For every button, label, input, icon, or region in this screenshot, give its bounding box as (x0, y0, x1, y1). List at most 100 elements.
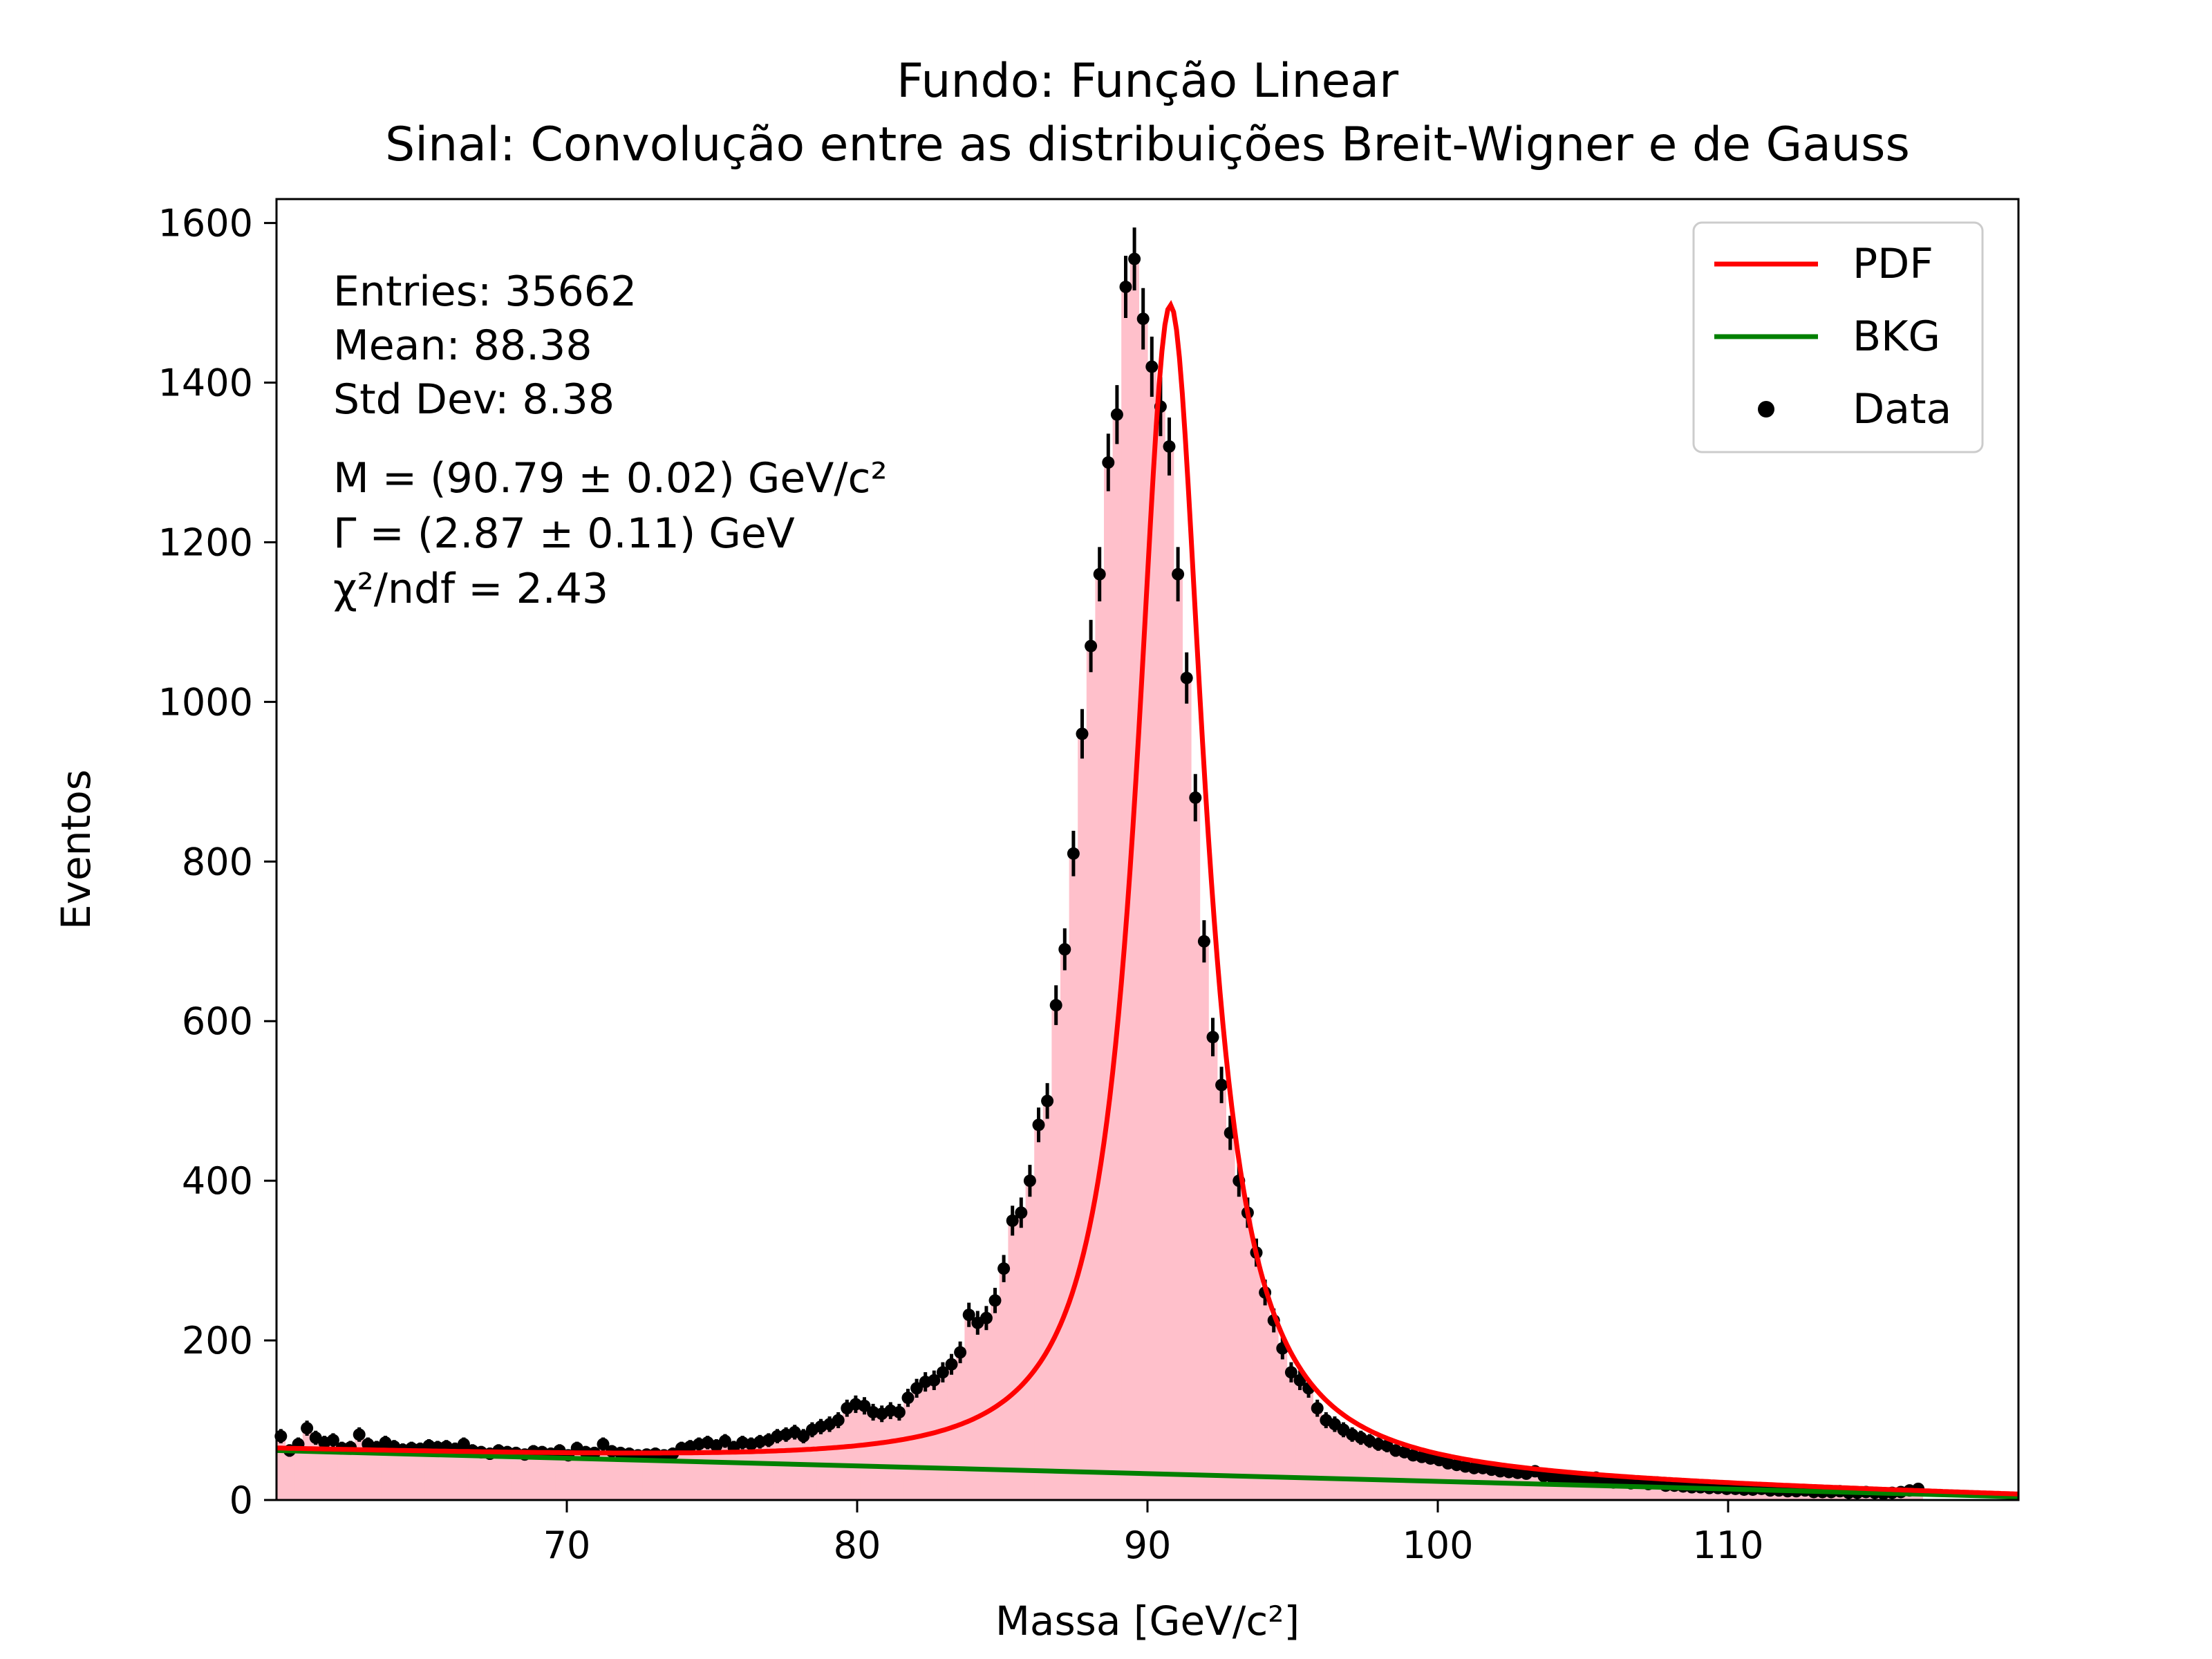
histogram-bar (930, 1380, 939, 1500)
histogram-bar (294, 1444, 303, 1500)
x-tick-label: 100 (1402, 1524, 1473, 1567)
histogram-bar (1339, 1430, 1349, 1500)
histogram-bar (503, 1452, 512, 1500)
histogram-bar (1034, 1125, 1044, 1500)
histogram-bar (494, 1450, 504, 1500)
histogram-bar (1409, 1455, 1418, 1500)
histogram-bar (947, 1364, 957, 1500)
histogram-bar (834, 1420, 843, 1500)
histogram-bar (468, 1450, 478, 1500)
y-axis: 0 200 400 600 800 1000 1200 1400 1600 (158, 202, 276, 1522)
histogram-bar (720, 1441, 730, 1500)
histogram-bar (607, 1451, 617, 1500)
histogram-bar (877, 1414, 887, 1500)
histogram-bar (894, 1412, 904, 1500)
histogram-bar (1304, 1388, 1313, 1500)
legend-bkg-label: BKG (1853, 312, 1940, 361)
y-tick-label: 600 (182, 1000, 253, 1043)
histogram-bar (659, 1455, 669, 1500)
data-point (597, 1438, 610, 1451)
histogram-bar (476, 1452, 486, 1500)
data-point (1006, 1214, 1019, 1227)
histogram-bar (555, 1450, 565, 1500)
data-point (353, 1428, 366, 1441)
data-point (1110, 408, 1123, 421)
histogram-bar (1173, 574, 1183, 1500)
histogram-bar (1156, 406, 1165, 1500)
histogram-bar (616, 1452, 626, 1500)
data-point (1119, 281, 1132, 294)
data-point (928, 1374, 941, 1387)
histogram-bar (738, 1442, 747, 1500)
data-point (1041, 1094, 1054, 1107)
histogram-bar (1400, 1452, 1409, 1500)
y-tick-label: 200 (182, 1319, 253, 1362)
histogram-bar (1382, 1445, 1392, 1500)
data-point (1093, 568, 1106, 581)
histogram-bar (442, 1446, 451, 1500)
histogram-bar (546, 1454, 556, 1500)
data-point (1076, 727, 1089, 740)
data-point (1015, 1206, 1028, 1219)
histogram-bar (285, 1450, 294, 1500)
histogram-bar (1086, 646, 1096, 1500)
histogram-bar (1286, 1372, 1296, 1500)
histogram-bar (825, 1424, 834, 1500)
histogram-bar (886, 1410, 896, 1500)
histogram-bar (860, 1405, 870, 1500)
data-point (1468, 1461, 1481, 1474)
histogram-bar (1295, 1380, 1305, 1500)
data-point (1180, 671, 1193, 684)
legend: PDF BKG Data (1692, 221, 1984, 453)
data-point (274, 1430, 288, 1443)
histogram-bar (1504, 1472, 1514, 1500)
legend-box (1692, 221, 1984, 453)
histogram-bar (415, 1449, 425, 1500)
histogram-bar (843, 1408, 852, 1500)
histogram-bar (729, 1447, 739, 1500)
y-axis-label: Eventos (53, 769, 100, 930)
histogram-bar (520, 1454, 529, 1500)
fit-width: Γ = (2.87 ± 0.11) GeV (333, 509, 795, 558)
histogram-bar (1260, 1292, 1270, 1500)
histogram-bar (1008, 1220, 1018, 1500)
y-tick-label: 0 (229, 1479, 253, 1522)
histogram-bar (1417, 1456, 1427, 1500)
histogram-bar (364, 1444, 373, 1500)
data-point (718, 1434, 731, 1447)
histogram-bar (1217, 1085, 1226, 1500)
data-point (1049, 999, 1062, 1012)
histogram-bar (320, 1442, 330, 1500)
stats-box: Entries: 35662 Mean: 88.38 Std Dev: 8.38… (333, 268, 888, 613)
histogram-bar (1269, 1320, 1279, 1500)
stats-entries: Entries: 35662 (333, 268, 637, 316)
histogram-bar (964, 1315, 974, 1500)
histogram-bar (1356, 1437, 1366, 1500)
histogram-bar (642, 1454, 652, 1500)
histogram-bar (346, 1447, 355, 1500)
histogram-bar (337, 1447, 347, 1500)
chart-subtitle: Sinal: Convolução entre as distribuições… (385, 118, 1910, 172)
data-point (910, 1382, 924, 1395)
histogram-bar (459, 1444, 469, 1500)
histogram-bar (1191, 797, 1201, 1500)
data-point (1136, 312, 1150, 326)
histogram-bar (668, 1454, 678, 1500)
histogram-bar (1042, 1100, 1052, 1500)
data-point (945, 1358, 958, 1371)
histogram-bar (781, 1434, 791, 1500)
histogram-bar (572, 1447, 582, 1500)
pdf-curve (276, 300, 2019, 1497)
data-point (457, 1438, 470, 1451)
histogram-bar (1521, 1473, 1531, 1500)
histogram-bar (799, 1436, 809, 1500)
histogram-bar (903, 1398, 913, 1500)
data-point (988, 1294, 1002, 1307)
data-point (1163, 440, 1176, 453)
data-point (901, 1391, 915, 1405)
data-point (1172, 568, 1185, 581)
histogram-bar (1322, 1420, 1331, 1500)
y-tick-label: 1000 (158, 680, 253, 724)
data-point (1058, 943, 1071, 956)
